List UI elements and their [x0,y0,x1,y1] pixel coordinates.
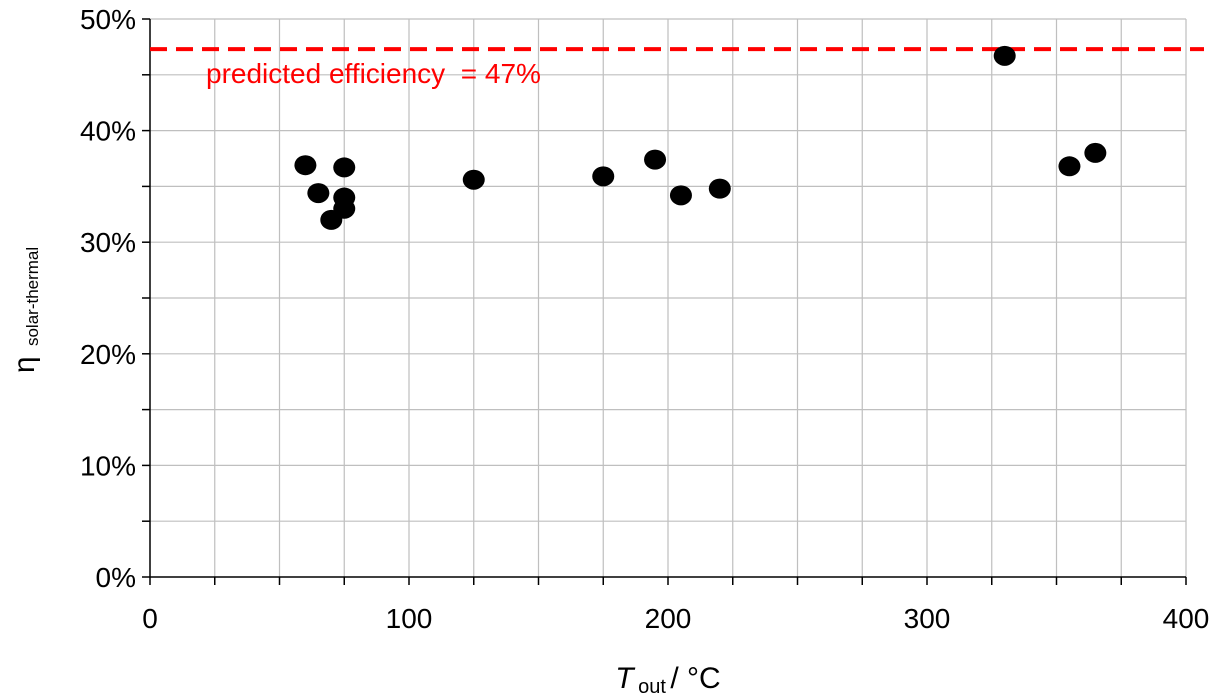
reference-line-group: predicted efficiency = 47% [150,47,1204,89]
y-tick-label: 50% [80,4,136,35]
data-point [708,178,731,199]
x-tick-label: 100 [386,603,433,634]
data-point [307,183,330,204]
y-tick-label: 40% [80,116,136,147]
axes: 0 100 200 300 400 0% 10% 20% 30% 40% 50% [80,4,1209,634]
x-axis-label-main: T [615,662,636,694]
data-point [592,166,615,187]
data-point [1084,142,1107,163]
data-points [294,45,1107,230]
data-point [993,45,1016,66]
data-point [333,157,356,178]
data-point [462,169,485,190]
reference-line-label: predicted efficiency = 47% [206,58,541,89]
x-axis-label: T out / °C [615,662,720,694]
axis-labels: η solar-thermal T out / °C [8,247,721,698]
x-tick-label: 200 [645,603,692,634]
data-point [1058,156,1081,177]
y-tick-label: 30% [80,227,136,258]
x-tick-label: 300 [904,603,951,634]
y-tick-label: 10% [80,450,136,481]
data-point [333,198,356,219]
data-point [669,185,692,206]
grid [150,18,1187,577]
y-tick-label: 20% [80,339,136,370]
y-axis-label-main: η [8,356,41,373]
x-axis-label-subscript: out [638,676,666,694]
data-point [294,155,317,176]
x-tick-label: 400 [1163,603,1210,634]
y-axis-label-subscript: solar-thermal [23,247,42,346]
y-axis-label: η solar-thermal [8,247,42,373]
y-tick-label: 0% [96,562,136,593]
x-axis-label-unit: / °C [670,662,720,694]
data-point [644,149,667,170]
x-tick-label: 0 [142,603,158,634]
